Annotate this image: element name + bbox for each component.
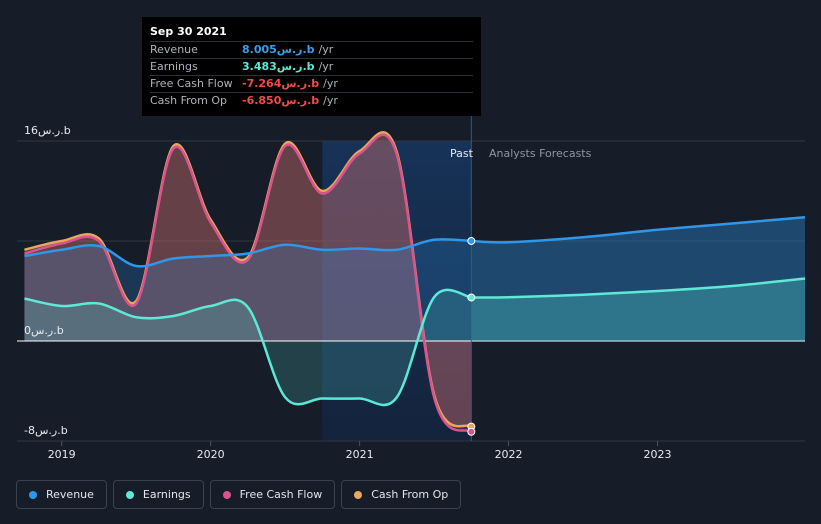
tooltip-label: Revenue bbox=[150, 43, 198, 56]
tooltip-unit: /yr bbox=[318, 60, 334, 73]
forecast-area-earnings bbox=[471, 278, 805, 341]
tooltip-value: 3.483ر.س.b bbox=[242, 60, 315, 73]
legend-label: Revenue bbox=[46, 488, 94, 501]
legend-item-revenue[interactable]: Revenue bbox=[16, 480, 107, 509]
tooltip-row: Cash From Op -6.850ر.س.b/yr bbox=[150, 92, 473, 109]
series-line-earnings bbox=[24, 288, 472, 407]
y-tick-label: 16ر.س.b bbox=[24, 124, 71, 137]
tooltip-date: Sep 30 2021 bbox=[150, 25, 227, 38]
tooltip-value: 8.005ر.س.b bbox=[242, 43, 315, 56]
forecast-label: Analysts Forecasts bbox=[489, 147, 592, 160]
x-tick-label: 2019 bbox=[47, 448, 76, 461]
tooltip-unit: /yr bbox=[323, 77, 338, 90]
forecast-line-earnings bbox=[471, 277, 806, 299]
tooltip-value: -7.264ر.س.b bbox=[242, 77, 320, 90]
tooltip-row: Earnings 3.483ر.س.b/yr bbox=[150, 58, 473, 75]
series-line-revenue bbox=[24, 238, 472, 268]
legend-item-free-cash-flow[interactable]: Free Cash Flow bbox=[209, 480, 336, 509]
y-tick-label: 0ر.س.b bbox=[24, 324, 64, 337]
marker-free-cash-flow bbox=[467, 427, 476, 436]
y-tick-label: -8ر.س.b bbox=[24, 424, 68, 437]
tooltip-row: Free Cash Flow -7.264ر.س.b/yr bbox=[150, 75, 473, 92]
tooltip-label: Free Cash Flow bbox=[150, 77, 233, 90]
series-line-free-cash-flow bbox=[24, 133, 473, 433]
legend-item-earnings[interactable]: Earnings bbox=[112, 480, 204, 509]
legend-label: Earnings bbox=[142, 488, 191, 501]
legend-dot-icon bbox=[222, 490, 231, 499]
tooltip-row: Revenue 8.005ر.س.b/yr bbox=[150, 41, 473, 58]
area-free-cash-flow bbox=[24, 134, 472, 432]
legend-label: Free Cash Flow bbox=[239, 488, 323, 501]
x-tick-label: 2022 bbox=[494, 448, 523, 461]
legend-dot-icon bbox=[354, 490, 363, 499]
past-label: Past bbox=[450, 147, 473, 160]
marker-revenue bbox=[467, 236, 476, 245]
legend-dot-icon bbox=[29, 490, 37, 499]
legend: Revenue Earnings Free Cash Flow Cash From O… bbox=[16, 480, 462, 509]
tooltip-label: Earnings bbox=[150, 60, 198, 73]
marker-earnings bbox=[467, 293, 476, 302]
legend-label: Cash From Op bbox=[371, 488, 449, 501]
forecast-line-revenue bbox=[471, 216, 806, 244]
area-cash-from-op bbox=[24, 132, 472, 427]
x-tick-label: 2020 bbox=[196, 448, 225, 461]
x-tick-label: 2021 bbox=[345, 448, 374, 461]
forecast-area-revenue bbox=[471, 217, 805, 341]
tooltip-value: -6.850ر.س.b bbox=[242, 94, 320, 107]
area-revenue bbox=[24, 217, 806, 341]
legend-dot-icon bbox=[125, 490, 134, 499]
area-earnings bbox=[24, 278, 806, 406]
legend-item-cash-from-op[interactable]: Cash From Op bbox=[341, 480, 462, 509]
tooltip-label: Cash From Op bbox=[150, 94, 228, 107]
tooltip: Sep 30 2021 Revenue 8.005ر.س.b/yr Earnings… bbox=[142, 17, 481, 116]
tooltip-unit: /yr bbox=[318, 43, 334, 56]
x-tick-label: 2023 bbox=[643, 448, 672, 461]
tooltip-unit: /yr bbox=[323, 94, 338, 107]
